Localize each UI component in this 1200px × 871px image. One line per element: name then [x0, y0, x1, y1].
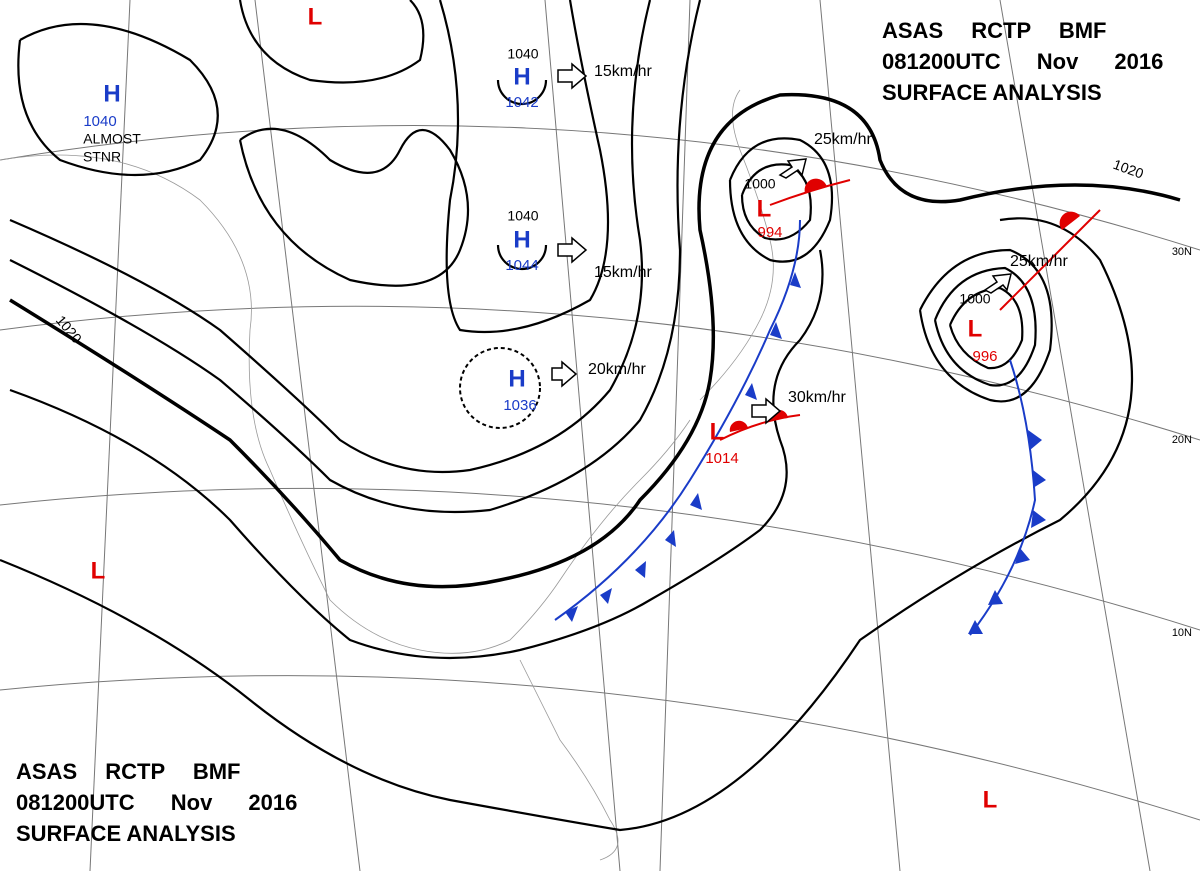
latitude-label: 30N: [1172, 246, 1192, 258]
header-line: ASAS RCTP BMF: [882, 18, 1107, 43]
isobar-label: 1040: [507, 46, 538, 62]
motion-speed: 25km/hr: [1010, 253, 1068, 270]
motion-speed: 25km/hr: [814, 131, 872, 148]
motion-speed: 30km/hr: [788, 389, 846, 406]
center-pressure: 1014: [705, 450, 738, 467]
center-pressure: 1042: [505, 94, 538, 111]
high-center: H: [103, 80, 120, 107]
latitude-label: 10N: [1172, 627, 1192, 639]
header-line: 081200UTC Nov 2016: [882, 49, 1163, 74]
high-center: H: [513, 226, 530, 253]
high-center: H: [513, 63, 530, 90]
header-line: SURFACE ANALYSIS: [882, 80, 1102, 105]
low-center: L: [757, 195, 772, 222]
isobar-label: 1000: [959, 291, 990, 307]
low-center: L: [983, 786, 998, 813]
center-pressure: 1044: [505, 257, 538, 274]
low-center: L: [91, 557, 106, 584]
fronts: [554, 178, 1101, 636]
isobar-label: 1000: [744, 176, 775, 192]
low-center: L: [968, 315, 983, 342]
center-note: STNR: [83, 149, 121, 165]
motion-speed: 15km/hr: [594, 264, 652, 281]
motion-speed: 15km/hr: [594, 63, 652, 80]
center-pressure: 996: [972, 348, 997, 365]
low-center: L: [710, 418, 725, 445]
high-center: H: [508, 365, 525, 392]
motion-arrows: [551, 62, 1012, 425]
center-note: ALMOST: [83, 131, 141, 147]
isobars: [0, 0, 1181, 832]
footer-line: 081200UTC Nov 2016: [16, 790, 297, 815]
footer-line: ASAS RCTP BMF: [16, 759, 241, 784]
footer-line: SURFACE ANALYSIS: [16, 821, 236, 846]
center-pressure: 994: [757, 224, 782, 241]
center-pressure: 1036: [503, 397, 536, 414]
isobar-label: 1040: [507, 208, 538, 224]
motion-speed: 20km/hr: [588, 361, 646, 378]
latitude-label: 20N: [1172, 434, 1192, 446]
center-pressure: 1040: [83, 113, 116, 130]
low-center: L: [308, 3, 323, 30]
